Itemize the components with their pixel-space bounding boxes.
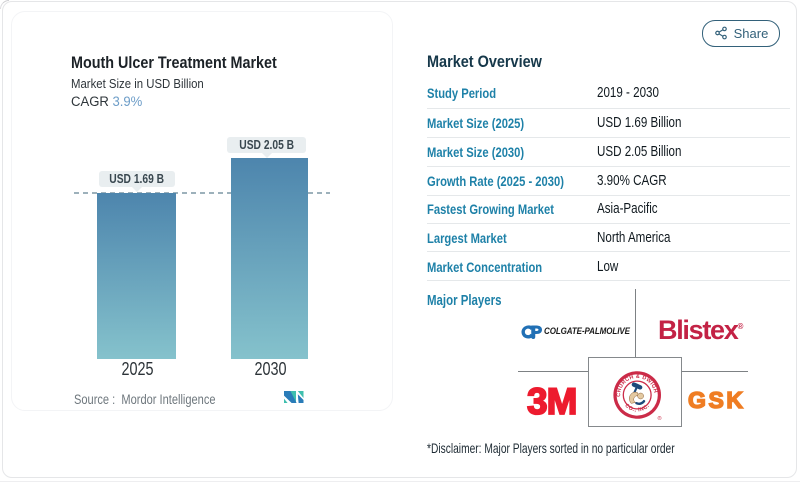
svg-text:®: ® — [658, 415, 662, 421]
svg-text:CO., INC.: CO., INC. — [623, 403, 651, 414]
